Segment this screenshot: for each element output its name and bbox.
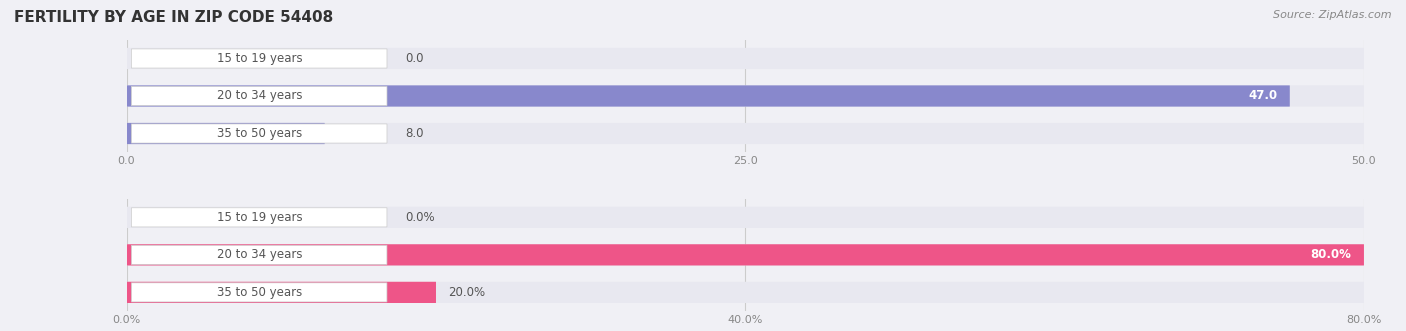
FancyBboxPatch shape xyxy=(127,244,1364,265)
Text: 35 to 50 years: 35 to 50 years xyxy=(217,286,302,299)
Text: FERTILITY BY AGE IN ZIP CODE 54408: FERTILITY BY AGE IN ZIP CODE 54408 xyxy=(14,10,333,25)
FancyBboxPatch shape xyxy=(127,85,1289,107)
FancyBboxPatch shape xyxy=(127,282,436,303)
Text: 15 to 19 years: 15 to 19 years xyxy=(217,211,302,224)
FancyBboxPatch shape xyxy=(131,245,387,264)
Text: 0.0: 0.0 xyxy=(405,52,423,65)
Text: 0.0%: 0.0% xyxy=(405,211,434,224)
FancyBboxPatch shape xyxy=(131,86,387,106)
Text: 15 to 19 years: 15 to 19 years xyxy=(217,52,302,65)
FancyBboxPatch shape xyxy=(131,49,387,68)
FancyBboxPatch shape xyxy=(127,85,1364,107)
Text: 47.0: 47.0 xyxy=(1249,89,1277,103)
FancyBboxPatch shape xyxy=(127,123,1364,144)
FancyBboxPatch shape xyxy=(127,123,325,144)
Text: 20 to 34 years: 20 to 34 years xyxy=(217,248,302,261)
FancyBboxPatch shape xyxy=(131,208,387,227)
FancyBboxPatch shape xyxy=(127,207,1364,228)
Text: 35 to 50 years: 35 to 50 years xyxy=(217,127,302,140)
FancyBboxPatch shape xyxy=(127,282,1364,303)
Text: 20 to 34 years: 20 to 34 years xyxy=(217,89,302,103)
Text: Source: ZipAtlas.com: Source: ZipAtlas.com xyxy=(1274,10,1392,20)
Text: 20.0%: 20.0% xyxy=(449,286,485,299)
FancyBboxPatch shape xyxy=(131,283,387,302)
FancyBboxPatch shape xyxy=(131,124,387,143)
Text: 8.0: 8.0 xyxy=(405,127,423,140)
FancyBboxPatch shape xyxy=(127,244,1364,265)
Text: 80.0%: 80.0% xyxy=(1310,248,1351,261)
FancyBboxPatch shape xyxy=(127,48,1364,69)
